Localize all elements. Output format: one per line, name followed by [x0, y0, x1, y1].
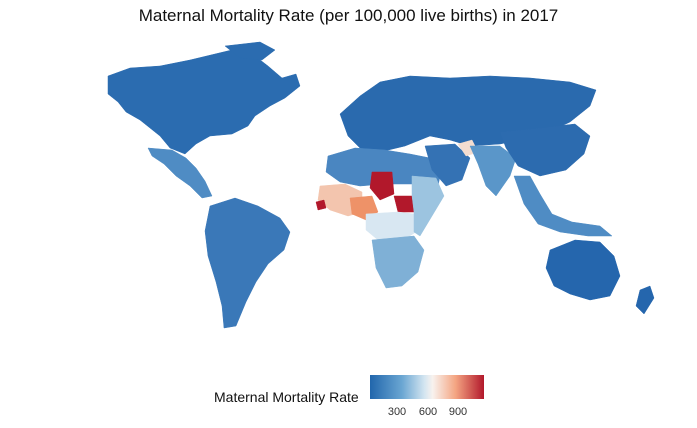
legend-tick-label: 900	[448, 406, 468, 418]
legend-title: Maternal Mortality Rate	[214, 389, 359, 405]
map-title: Maternal Mortality Rate (per 100,000 liv…	[138, 6, 559, 25]
region-south-asia	[469, 145, 517, 197]
region-middle-east	[424, 143, 471, 187]
region-sierra-leone	[315, 199, 327, 211]
legend-tick	[458, 399, 459, 403]
region-south-sudan	[393, 195, 415, 213]
legend-tick	[428, 399, 429, 403]
legend-color-bar	[370, 375, 484, 399]
region-mexico-central-america	[147, 147, 213, 199]
legend-tick	[397, 399, 398, 403]
region-north-america	[107, 47, 301, 155]
region-south-america	[204, 197, 291, 329]
region-southern-africa	[371, 235, 425, 289]
region-southeast-asia	[513, 175, 613, 237]
region-east-africa	[411, 175, 445, 237]
region-greenland	[224, 41, 276, 61]
legend-tick-label: 600	[418, 406, 438, 418]
world-choropleth-map	[107, 41, 655, 329]
region-new-zealand	[635, 285, 655, 315]
region-east-asia	[499, 123, 591, 177]
legend-tick-label: 300	[387, 406, 407, 418]
region-chad	[369, 171, 395, 201]
region-australia	[545, 239, 621, 301]
